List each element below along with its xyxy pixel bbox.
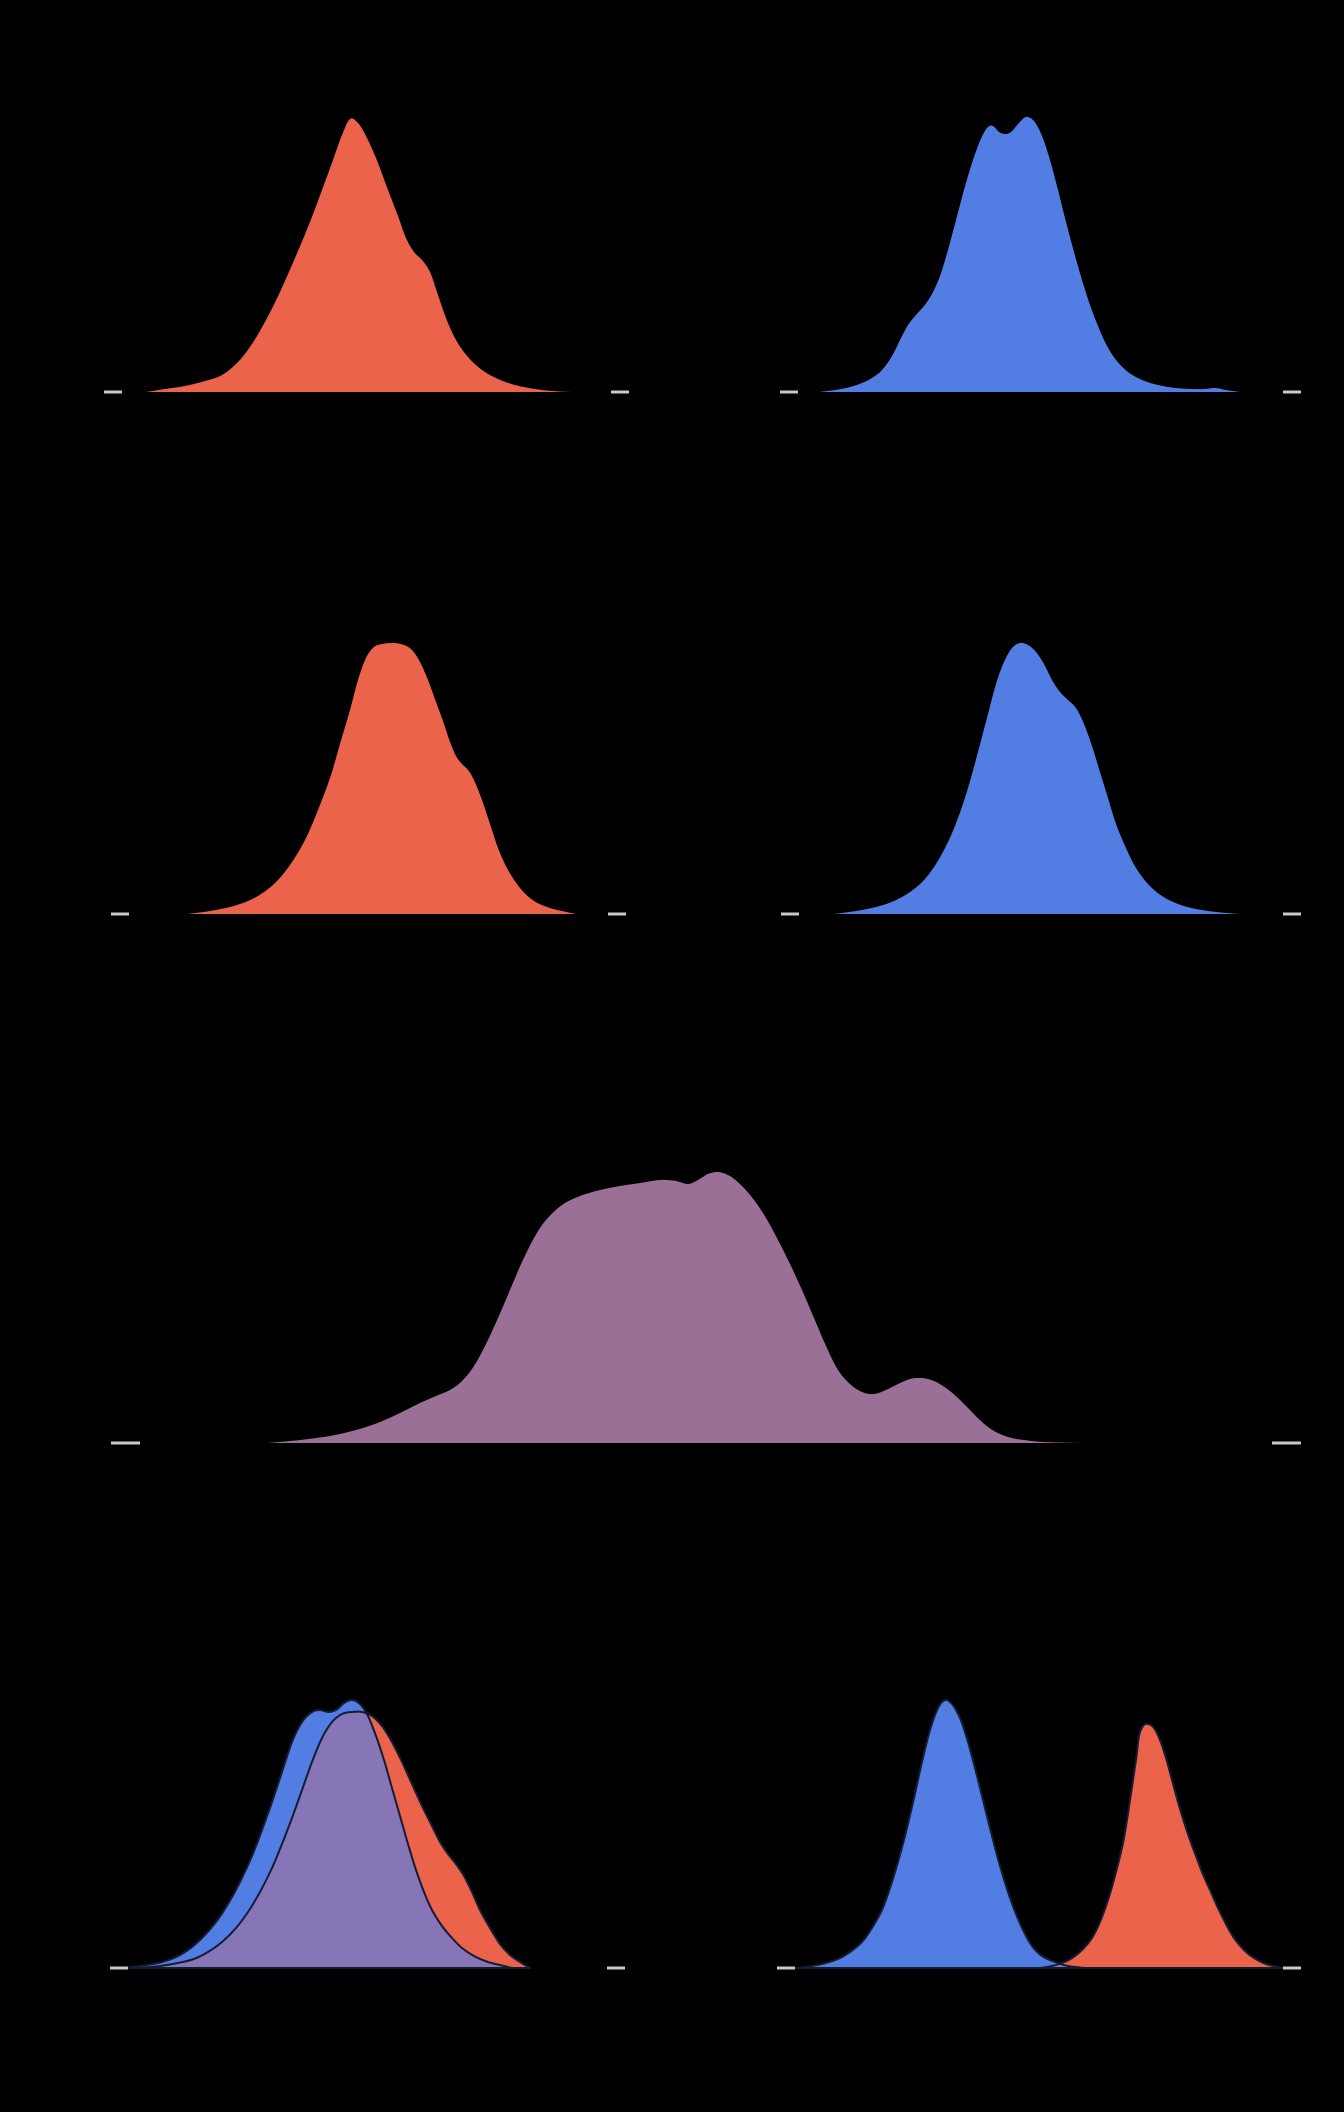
panel-row1-right	[780, 116, 1301, 394]
panel-row4-right-orange-kde-outline	[1039, 1722, 1283, 1969]
panel-row2-right-blue-kde-fill	[834, 642, 1240, 914]
panel-row4-right-blue-kde-fill	[796, 1699, 1085, 1968]
panel-row4-left-blue-kde-outline	[121, 1698, 513, 1969]
panel-row1-left-orange-kde-fill	[146, 118, 571, 392]
panel-row4-left-overlap-fill	[140, 1711, 512, 1968]
panel-row1-right-blue-kde-fill	[819, 116, 1240, 393]
panel-row2-left	[111, 642, 626, 916]
panel-row4-left	[110, 1698, 625, 1970]
panel-row4-right-blue-kde-outline	[795, 1698, 1086, 1969]
panel-row4-right	[777, 1698, 1301, 1970]
panel-row4-left-orange-kde-outline	[139, 1710, 531, 1969]
panel-row1-left	[104, 118, 629, 394]
panel-row4-right-orange-kde-fill	[1040, 1723, 1282, 1968]
panel-row2-left-orange-kde-fill	[188, 642, 576, 914]
panel-row3-full	[111, 1171, 1301, 1445]
panel-row2-right	[781, 642, 1301, 916]
panel-row3-full-purple-kde-fill	[268, 1171, 1080, 1443]
